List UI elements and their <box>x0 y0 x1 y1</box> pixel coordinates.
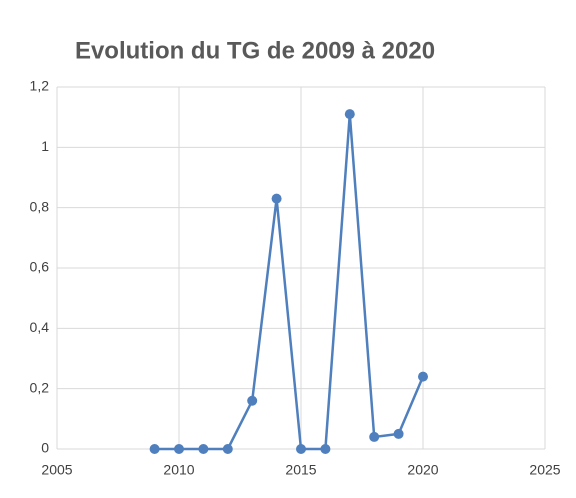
x-tick-label: 2025 <box>529 462 560 478</box>
chart-title: Evolution du TG de 2009 à 2020 <box>75 37 435 64</box>
x-tick-label: 2010 <box>163 462 194 478</box>
marker <box>222 444 233 454</box>
marker <box>271 193 282 204</box>
marker <box>296 444 306 454</box>
marker <box>247 395 258 406</box>
marker <box>149 444 160 454</box>
y-tick-label: 0,2 <box>30 379 50 395</box>
y-tick-label: 0,4 <box>30 319 50 335</box>
marker <box>174 444 184 454</box>
x-tick-label: 2005 <box>41 462 72 478</box>
marker <box>344 109 355 120</box>
marker <box>418 371 428 382</box>
x-tick-label: 2020 <box>407 462 438 478</box>
y-tick-label: 0 <box>41 440 49 456</box>
x-tick-label: 2015 <box>285 462 316 478</box>
y-tick-label: 1 <box>41 138 49 154</box>
marker <box>369 431 380 442</box>
marker <box>320 444 331 454</box>
line <box>154 112 425 451</box>
y-tick-label: 1,2 <box>30 78 50 94</box>
y-tick-label: 0,8 <box>30 198 50 214</box>
marker <box>198 444 209 454</box>
marker <box>393 428 404 439</box>
y-tick-label: 0,6 <box>30 259 50 275</box>
